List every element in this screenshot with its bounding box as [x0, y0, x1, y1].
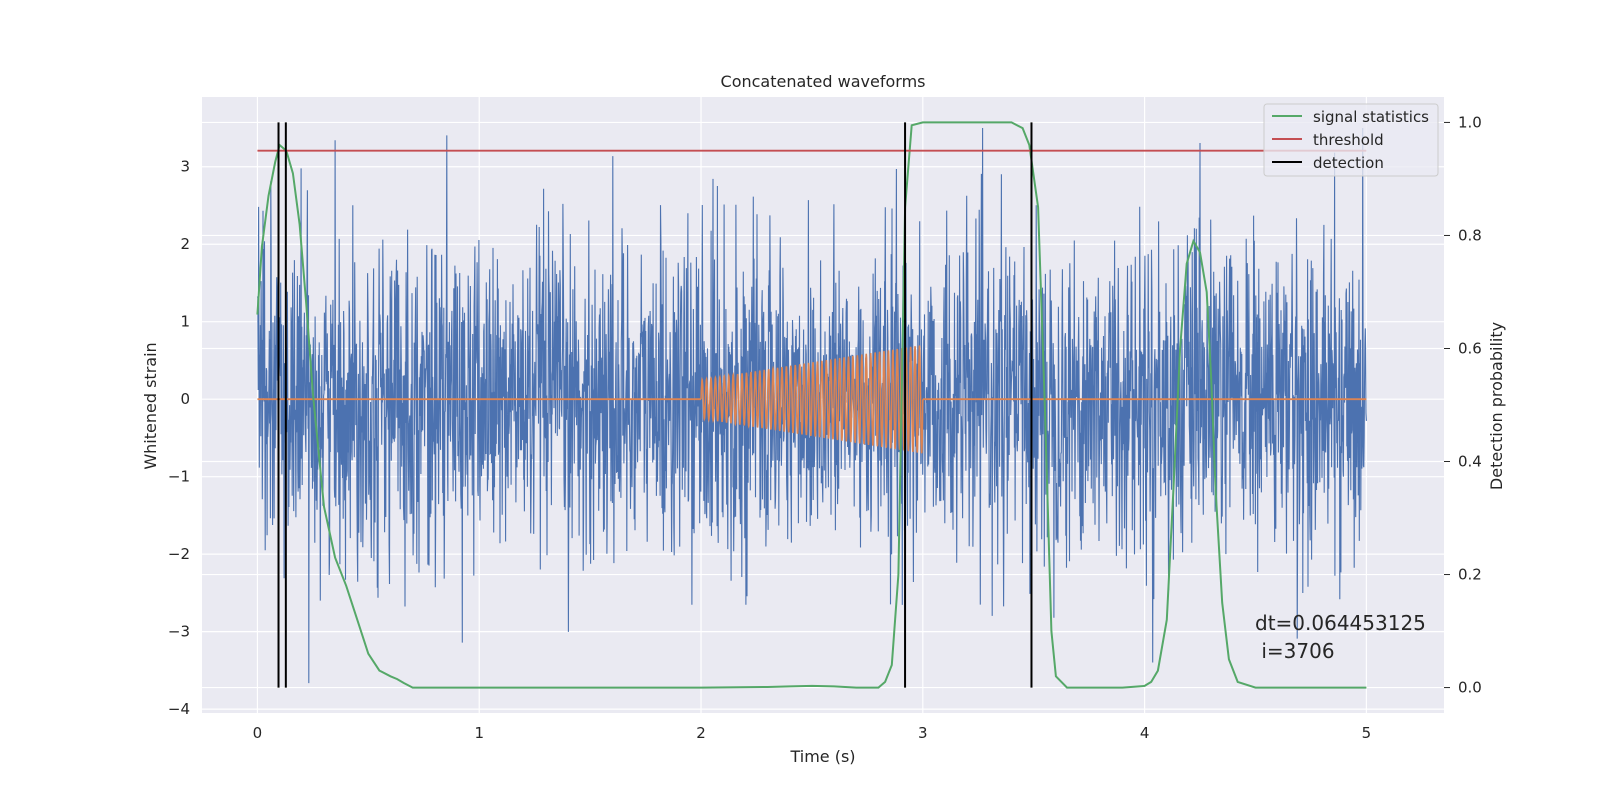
legend-label-detection: detection — [1313, 154, 1384, 172]
y2-tick-label: 0.4 — [1458, 453, 1482, 471]
axis-ticks: 0 1 2 3 4 5 −4 −3 −2 −1 0 1 2 3 0.0 0.2 0.4 0.6 0.8 1.0 — [168, 113, 1482, 742]
y-tick-label: 1 — [180, 313, 190, 331]
y-axis-label: Whitened strain — [141, 342, 160, 469]
y2-tick-label: 0.8 — [1458, 226, 1482, 244]
waveform-series — [257, 345, 1367, 454]
x-tick-label: 3 — [918, 724, 928, 742]
annotation-index: i=3706 — [1255, 639, 1335, 663]
y2-tick-label: 1.0 — [1458, 113, 1482, 131]
y-tick-label: −1 — [168, 468, 190, 486]
x-tick-label: 2 — [696, 724, 706, 742]
signal-statistics-line — [256, 121, 1367, 689]
y-tick-label: −4 — [168, 700, 190, 718]
waveform-chirp — [700, 345, 924, 454]
y2-tick-label: 0.0 — [1458, 679, 1482, 697]
y-tick-label: −3 — [168, 623, 190, 641]
y-tick-label: 0 — [180, 390, 190, 408]
x-tick-label: 0 — [253, 724, 263, 742]
x-tick-label: 4 — [1140, 724, 1150, 742]
legend-label-signal-statistics: signal statistics — [1313, 108, 1429, 126]
grid-lines — [202, 97, 1444, 713]
chart-title: Concatenated waveforms — [721, 72, 926, 91]
y-tick-label: 3 — [180, 158, 190, 176]
y2-tick-label: 0.2 — [1458, 566, 1482, 584]
y-tick-label: 2 — [180, 235, 190, 253]
x-axis-label: Time (s) — [789, 747, 855, 766]
y2-tick-label: 0.6 — [1458, 339, 1482, 357]
signal-statistics-series — [256, 121, 1367, 689]
x-tick-label: 5 — [1362, 724, 1372, 742]
y2-axis-label: Detection probability — [1487, 322, 1506, 490]
detection-series — [277, 122, 1033, 688]
y-tick-label: −2 — [168, 545, 190, 563]
annotation-dt: dt=0.064453125 — [1255, 611, 1426, 635]
legend: signal statistics threshold detection — [1263, 103, 1439, 177]
legend-label-threshold: threshold — [1313, 131, 1384, 149]
legend-box — [1263, 103, 1439, 177]
x-tick-label: 1 — [474, 724, 484, 742]
